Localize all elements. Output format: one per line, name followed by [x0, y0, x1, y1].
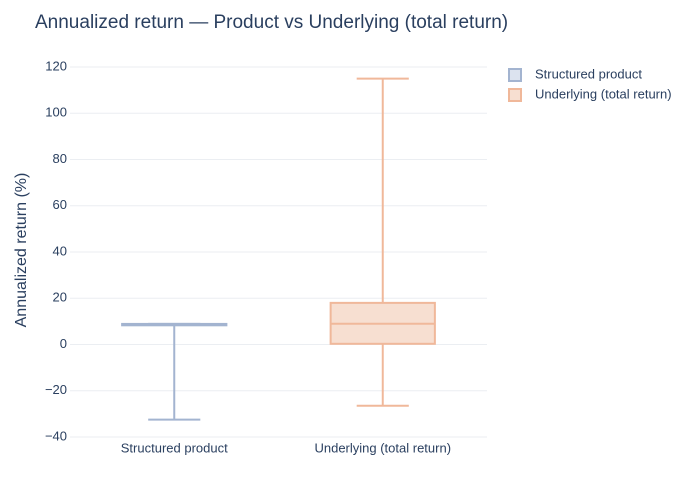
chart-title: Annualized return — Product vs Underlyin…: [35, 12, 508, 33]
x-tick-label: Structured product: [121, 440, 228, 455]
legend-swatch: [508, 68, 522, 82]
legend-label: Underlying (total return): [535, 86, 672, 101]
y-tick-label: 0: [60, 336, 67, 351]
y-tick-label: 60: [53, 197, 67, 212]
y-tick-label: 100: [45, 105, 67, 120]
y-axis-label: Annualized return (%): [13, 173, 30, 328]
y-tick-label: 40: [53, 243, 67, 258]
y-tick-label: −20: [45, 382, 67, 397]
y-tick-label: 80: [53, 151, 67, 166]
y-tick-label: −40: [45, 428, 67, 443]
legend-swatch: [508, 88, 522, 102]
y-tick-label: 20: [53, 290, 67, 305]
y-tick-label: 120: [45, 58, 67, 73]
x-tick-label: Underlying (total return): [314, 440, 451, 455]
legend-label: Structured product: [535, 66, 642, 81]
